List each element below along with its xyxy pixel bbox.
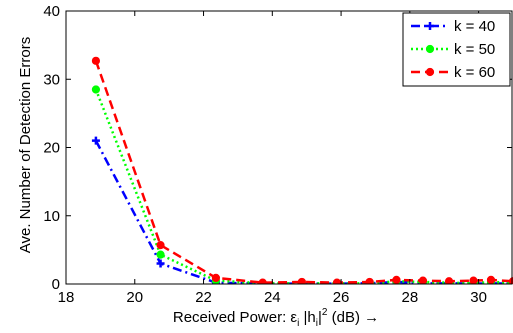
x-label-mid-2: | (318, 309, 322, 326)
series-3-point-11 (469, 276, 478, 284)
series-3-point-6 (332, 278, 342, 284)
series-3-point-3 (211, 273, 221, 282)
x-tick-label-28: 28 (402, 289, 419, 306)
x-tick-label-18: 18 (58, 289, 75, 306)
series-3 (91, 56, 513, 284)
series-1-line (94, 140, 513, 284)
series-3-point-1 (91, 56, 101, 65)
legend-marker-2 (425, 44, 435, 54)
series-3-point-8 (392, 275, 401, 284)
x-label-sub-1: i (297, 318, 299, 329)
x-label-mid-1: |h (299, 309, 315, 326)
series-3-point-4 (258, 278, 267, 284)
y-tick-label-10: 10 (43, 208, 60, 225)
series-2 (91, 85, 513, 284)
legend-label-3: k = 60 (454, 64, 495, 81)
series-3-point-10 (444, 277, 454, 284)
x-label-sup: 2 (322, 307, 328, 318)
series-1 (91, 136, 513, 284)
legend-label-2: k = 50 (454, 41, 495, 58)
y-tick-label-0: 0 (52, 276, 60, 293)
legend-marker-1 (426, 22, 434, 30)
y-tick-label-20: 20 (43, 140, 60, 157)
legend-marker-3 (425, 67, 435, 77)
legend: k = 40 k = 50 k = 60 (402, 12, 511, 87)
series-2-point-1 (91, 85, 101, 94)
axes: 18 20 22 24 26 28 30 0 10 20 30 40 (43, 3, 513, 306)
x-axis-label: Received Power: εi |hi|2 (dB) → (173, 307, 379, 329)
series-3-point-9 (418, 276, 428, 284)
series-3-point-7 (365, 277, 374, 284)
x-label-sub-2: i (316, 318, 318, 329)
x-tick-label-26: 26 (333, 289, 350, 306)
x-tick-label-24: 24 (264, 289, 281, 306)
plot-area (91, 56, 513, 284)
y-axis-label: Ave. Number of Detection Errors (17, 37, 34, 253)
series-3-point-12 (486, 275, 496, 284)
series-3-point-5 (297, 277, 306, 284)
x-tick-label-30: 30 (470, 289, 487, 306)
y-tick-label-30: 30 (43, 71, 60, 88)
series-2-point-2 (156, 250, 165, 259)
series-1-point-2 (156, 259, 165, 268)
series-1-point-1 (91, 136, 100, 145)
x-label-suffix: (dB) → (327, 309, 379, 326)
legend-box (402, 12, 511, 87)
y-tick-label-40: 40 (43, 3, 60, 20)
series-3-point-2 (156, 240, 165, 250)
x-tick-label-20: 20 (126, 289, 143, 306)
x-label-prefix: Received Power: ε (173, 309, 298, 326)
x-tick-label-22: 22 (195, 289, 212, 306)
legend-label-1: k = 40 (454, 18, 495, 35)
